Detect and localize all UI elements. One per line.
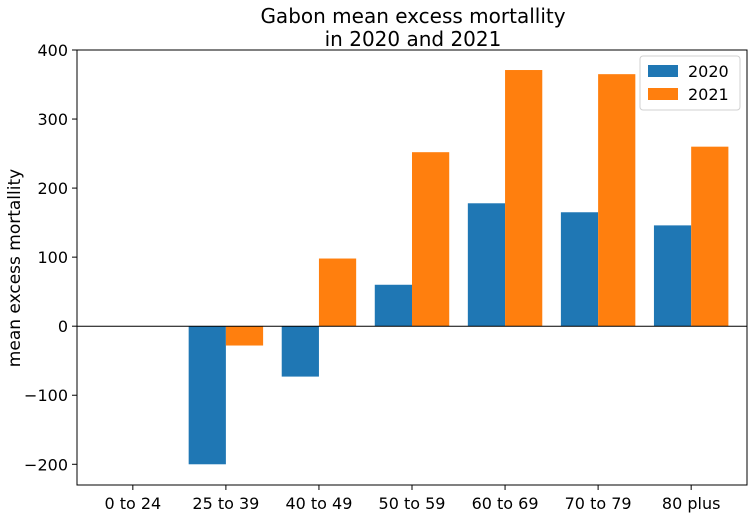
legend: 2020 2021 [639, 55, 741, 111]
x-axis-ticks: 0 to 24 25 to 39 40 to 49 50 to 59 60 to 69 7… [104, 485, 720, 513]
x-tick-label: 25 to 39 [192, 494, 259, 513]
y-tick-label: 300 [37, 110, 68, 129]
bars-group [188, 70, 729, 465]
chart-title-line-1: Gabon mean excess mortallity [260, 4, 565, 28]
chart-title-line-2: in 2020 and 2021 [325, 27, 502, 51]
y-tick-label: 200 [37, 179, 68, 198]
bar-2020-80-plus [653, 225, 692, 327]
plot-frame [76, 49, 748, 486]
y-tick-label: −100 [24, 386, 68, 405]
x-tick-label: 50 to 59 [379, 494, 446, 513]
bar-2020-25-to-39 [188, 326, 226, 465]
bar-2021-70-to-79 [598, 74, 636, 327]
y-tick-label: 400 [37, 41, 68, 60]
bar-2021-25-to-39 [225, 326, 264, 346]
y-tick-label: 100 [37, 248, 68, 267]
bar-2020-60-to-69 [467, 203, 506, 327]
legend-label-2021: 2021 [688, 85, 729, 104]
x-tick-label: 80 plus [662, 494, 721, 513]
legend-label-2020: 2020 [688, 62, 729, 81]
y-tick-label: −200 [24, 455, 68, 474]
y-tick-label: 0 [58, 317, 68, 336]
bar-2021-60-to-69 [505, 70, 543, 327]
x-tick-label: 70 to 79 [565, 494, 632, 513]
bar-2020-40-to-49 [281, 326, 319, 377]
bar-2021-40-to-49 [318, 258, 357, 327]
bar-2020-50-to-59 [374, 284, 412, 327]
y-axis-ticks: −200 −100 0 100 200 300 400 [24, 41, 77, 474]
x-tick-label: 60 to 69 [472, 494, 539, 513]
y-axis-label: mean excess mortallity [5, 169, 25, 367]
x-tick-label: 0 to 24 [104, 494, 161, 513]
bar-2021-50-to-59 [412, 152, 450, 327]
x-tick-label: 40 to 49 [285, 494, 352, 513]
legend-swatch-2020 [648, 65, 678, 77]
legend-swatch-2021 [648, 88, 678, 100]
bar-2020-70-to-79 [560, 212, 599, 327]
bar-2021-80-plus [691, 146, 729, 327]
